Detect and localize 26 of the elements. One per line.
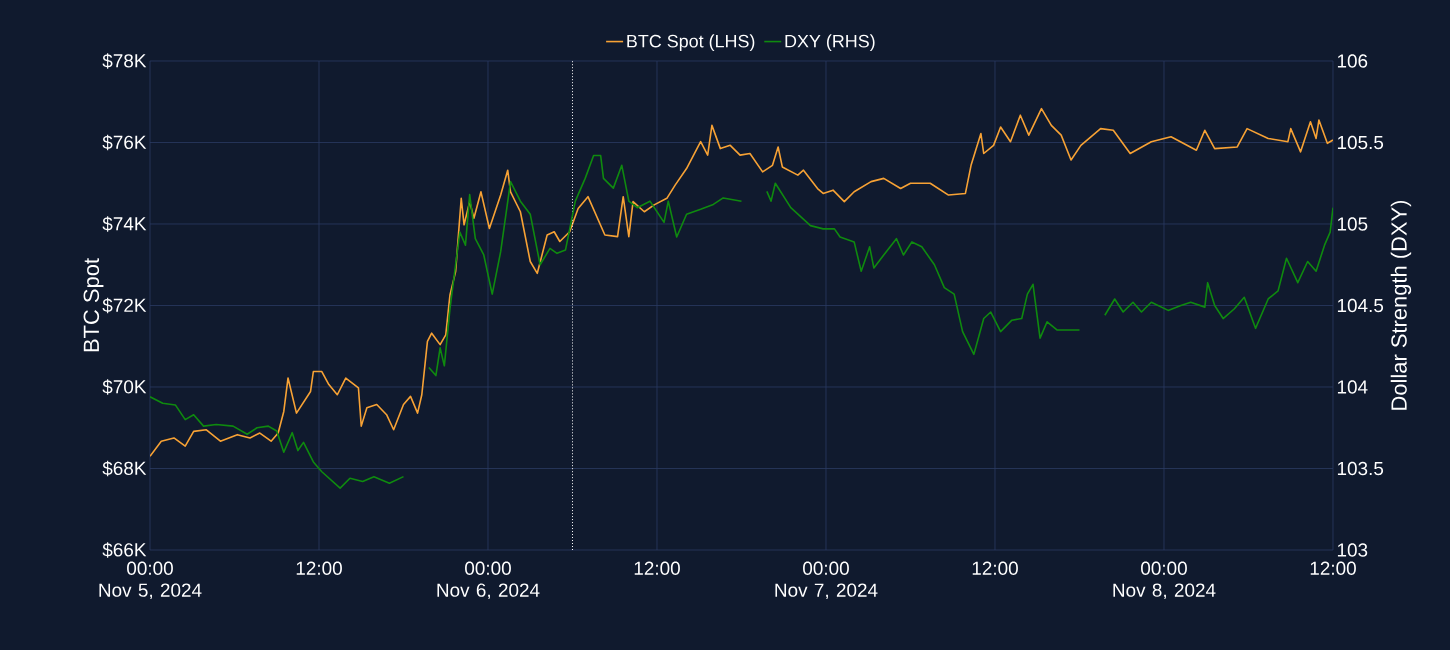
y2-axis-title: Dollar Strength (DXY) xyxy=(1390,200,1412,410)
x-tick-label: 00:00 Nov 8, 2024 xyxy=(1113,561,1216,600)
y-tick-label: $74K xyxy=(102,216,147,232)
x-tick-label: 00:00 Nov 7, 2024 xyxy=(775,561,878,600)
y-tick-label: $76K xyxy=(102,134,147,151)
y2-tick-label: 103 xyxy=(1337,543,1368,557)
y-tick-label: $66K xyxy=(102,542,147,558)
y2-tick-label: 104 xyxy=(1337,380,1368,394)
y-tick-label: $70K xyxy=(102,379,147,395)
x-tick-label: 00:00 Nov 6, 2024 xyxy=(437,561,540,600)
y2-tick-label: 103.5 xyxy=(1337,461,1384,476)
legend-label: BTC Spot (LHS) xyxy=(627,34,755,52)
y2-tick-label: 104.5 xyxy=(1337,298,1384,313)
y2-tick-label: 105.5 xyxy=(1337,135,1384,150)
x-tick-label: 12:00 xyxy=(972,561,1018,575)
x-tick-label: 12:00 xyxy=(634,561,680,575)
y-tick-label: $78K xyxy=(102,53,147,69)
x-tick-label: 12:00 xyxy=(296,561,342,575)
y2-tick-label: 106 xyxy=(1337,54,1368,68)
y-tick-label: $68K xyxy=(102,460,147,477)
x-tick-label: 00:00 Nov 5, 2024 xyxy=(99,561,202,600)
y2-tick-label: 105 xyxy=(1337,217,1368,231)
y-tick-label: $72K xyxy=(102,297,147,314)
x-tick-label: 12:00 xyxy=(1310,561,1356,575)
legend-label: DXY (RHS) xyxy=(785,34,875,52)
line-series xyxy=(150,107,1333,458)
